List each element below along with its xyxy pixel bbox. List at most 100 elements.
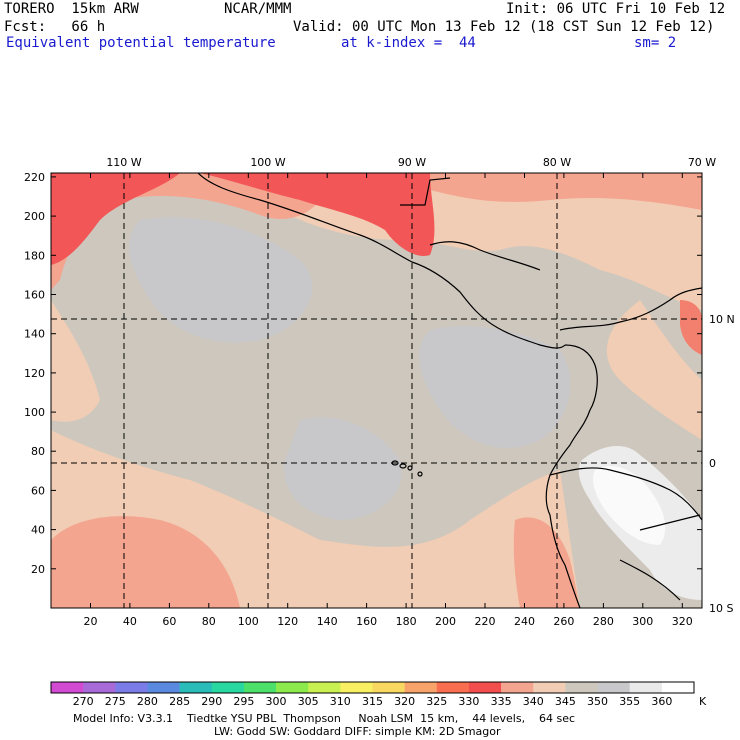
y-tick-label: 80 (31, 445, 45, 458)
colorbar-label: 360 (651, 695, 672, 708)
colorbar-label: 285 (169, 695, 190, 708)
colorbar-label: 350 (587, 695, 608, 708)
field-peach-north (51, 173, 702, 310)
field-peach-west (51, 300, 100, 422)
field-red-caribbean (680, 300, 702, 355)
field-red-nw (51, 173, 180, 265)
field-name: Equivalent potential temperature (6, 35, 276, 51)
colorbar-swatch (468, 682, 502, 693)
y-tick-label: 220 (24, 171, 45, 184)
coast-mexico-central-america (197, 173, 566, 349)
colorbar-label: 290 (201, 695, 222, 708)
field-salmon-ne (430, 173, 702, 210)
border-andes-east (619, 514, 701, 601)
colorbar-swatch (372, 682, 405, 693)
x-tick-label: 180 (396, 615, 417, 628)
x-tick-label: 300 (632, 615, 653, 628)
y-tick-label: 20 (31, 563, 45, 576)
colorbar-swatch (179, 682, 213, 693)
colorbar (50, 681, 695, 694)
colorbar-unit: K (699, 695, 707, 708)
lat-label-0: 0 (709, 457, 716, 470)
colorbar-label: 305 (298, 695, 319, 708)
lat-label-10n: 10 N (709, 313, 735, 326)
colorbar-label: 295 (233, 695, 254, 708)
colorbar-swatch (404, 682, 438, 693)
colorbar-swatch (83, 682, 116, 693)
colorbar-swatch (501, 682, 534, 693)
colorbar-swatch (147, 682, 180, 693)
coastlines (197, 173, 702, 608)
y-tick-label: 200 (24, 210, 45, 223)
model-info-line1: Model Info: V3.3.1 Tiedtke YSU PBL Thomp… (73, 712, 576, 725)
colorbar-swatch (340, 682, 373, 693)
colorbar-swatch (597, 682, 630, 693)
center-name: NCAR/MMM (224, 1, 292, 17)
x-tick-label: 200 (435, 615, 456, 628)
x-tick-label: 120 (277, 615, 298, 628)
colorbar-label: 270 (73, 695, 94, 708)
field-salmon-sw (51, 516, 240, 608)
colorbar-label: 315 (362, 695, 383, 708)
colorbar-label: 310 (330, 695, 351, 708)
colorbar-label: 335 (491, 695, 512, 708)
colorbar-swatch (115, 682, 148, 693)
y-tick-label: 160 (24, 289, 45, 302)
colorbar-label: 355 (619, 695, 640, 708)
colorbar-swatch (276, 682, 309, 693)
colorbar-swatch (629, 682, 663, 693)
x-tick-label: 80 (202, 615, 216, 628)
x-tick-label: 100 (238, 615, 259, 628)
field-white-andes (593, 466, 666, 545)
model-info-line2: LW: Godd SW: Goddard DIFF: simple KM: 2D… (214, 725, 501, 738)
coast-south-america-west (545, 344, 598, 608)
frame-ticks (51, 173, 702, 608)
colorbar-swatch (308, 682, 341, 693)
x-tick-labels: 20 40 60 80 100 120 140 160 180 200 220 240 260 280 30… (84, 615, 693, 628)
y-tick-label: 100 (24, 406, 45, 419)
lon-label-70w: 70 W (688, 156, 716, 169)
lat-label-10s: 10 S (709, 602, 733, 615)
y-tick-label: 140 (24, 328, 45, 341)
x-tick-label: 240 (514, 615, 535, 628)
colorbar-swatch (436, 682, 470, 693)
colorbar-label: 280 (137, 695, 158, 708)
field-red-mexico (200, 173, 435, 256)
x-tick-label: 260 (553, 615, 574, 628)
colorbar-label: 345 (555, 695, 576, 708)
map-field (51, 173, 702, 608)
y-tick-label: 120 (24, 367, 45, 380)
galapagos-islands (391, 460, 423, 477)
x-tick-label: 60 (162, 615, 176, 628)
colorbar-swatch (243, 682, 277, 693)
colorbar-swatch (661, 682, 695, 693)
x-tick-label: 280 (593, 615, 614, 628)
x-tick-label: 220 (475, 615, 496, 628)
y-tick-label: 40 (31, 524, 45, 537)
colorbar-label: 300 (266, 695, 287, 708)
border-peru-ecuador (549, 467, 702, 521)
field-lightgray-2 (419, 326, 571, 449)
latlon-grid (51, 173, 702, 608)
x-tick-label: 140 (317, 615, 338, 628)
model-name: TORERO 15km ARW (4, 1, 139, 17)
colorbar-labels: 270 275 280 285 290 295 300 305 310 315 320 325 330 3… (73, 695, 673, 708)
field-lightgray-3 (284, 417, 402, 520)
colorbar-swatch (565, 682, 598, 693)
forecast-hour: Fcst: 66 h (4, 19, 106, 35)
lon-label-110w: 110 W (106, 156, 141, 169)
colorbar-label: 340 (523, 695, 544, 708)
colorbar-frame (50, 681, 695, 694)
y-tick-labels: 220 200 180 160 140 120 100 80 60 40 20 (24, 171, 45, 576)
colorbar-label: 330 (458, 695, 479, 708)
field-salmon-coast (513, 517, 580, 608)
field-salmon-nw (51, 173, 330, 290)
lon-label-80w: 80 W (543, 156, 571, 169)
x-tick-label: 320 (672, 615, 693, 628)
colorbar-swatch (211, 682, 245, 693)
colorbar-label: 325 (426, 695, 447, 708)
x-tick-label: 40 (123, 615, 137, 628)
smoothing: sm= 2 (634, 35, 677, 51)
colorbar-label: 320 (394, 695, 415, 708)
